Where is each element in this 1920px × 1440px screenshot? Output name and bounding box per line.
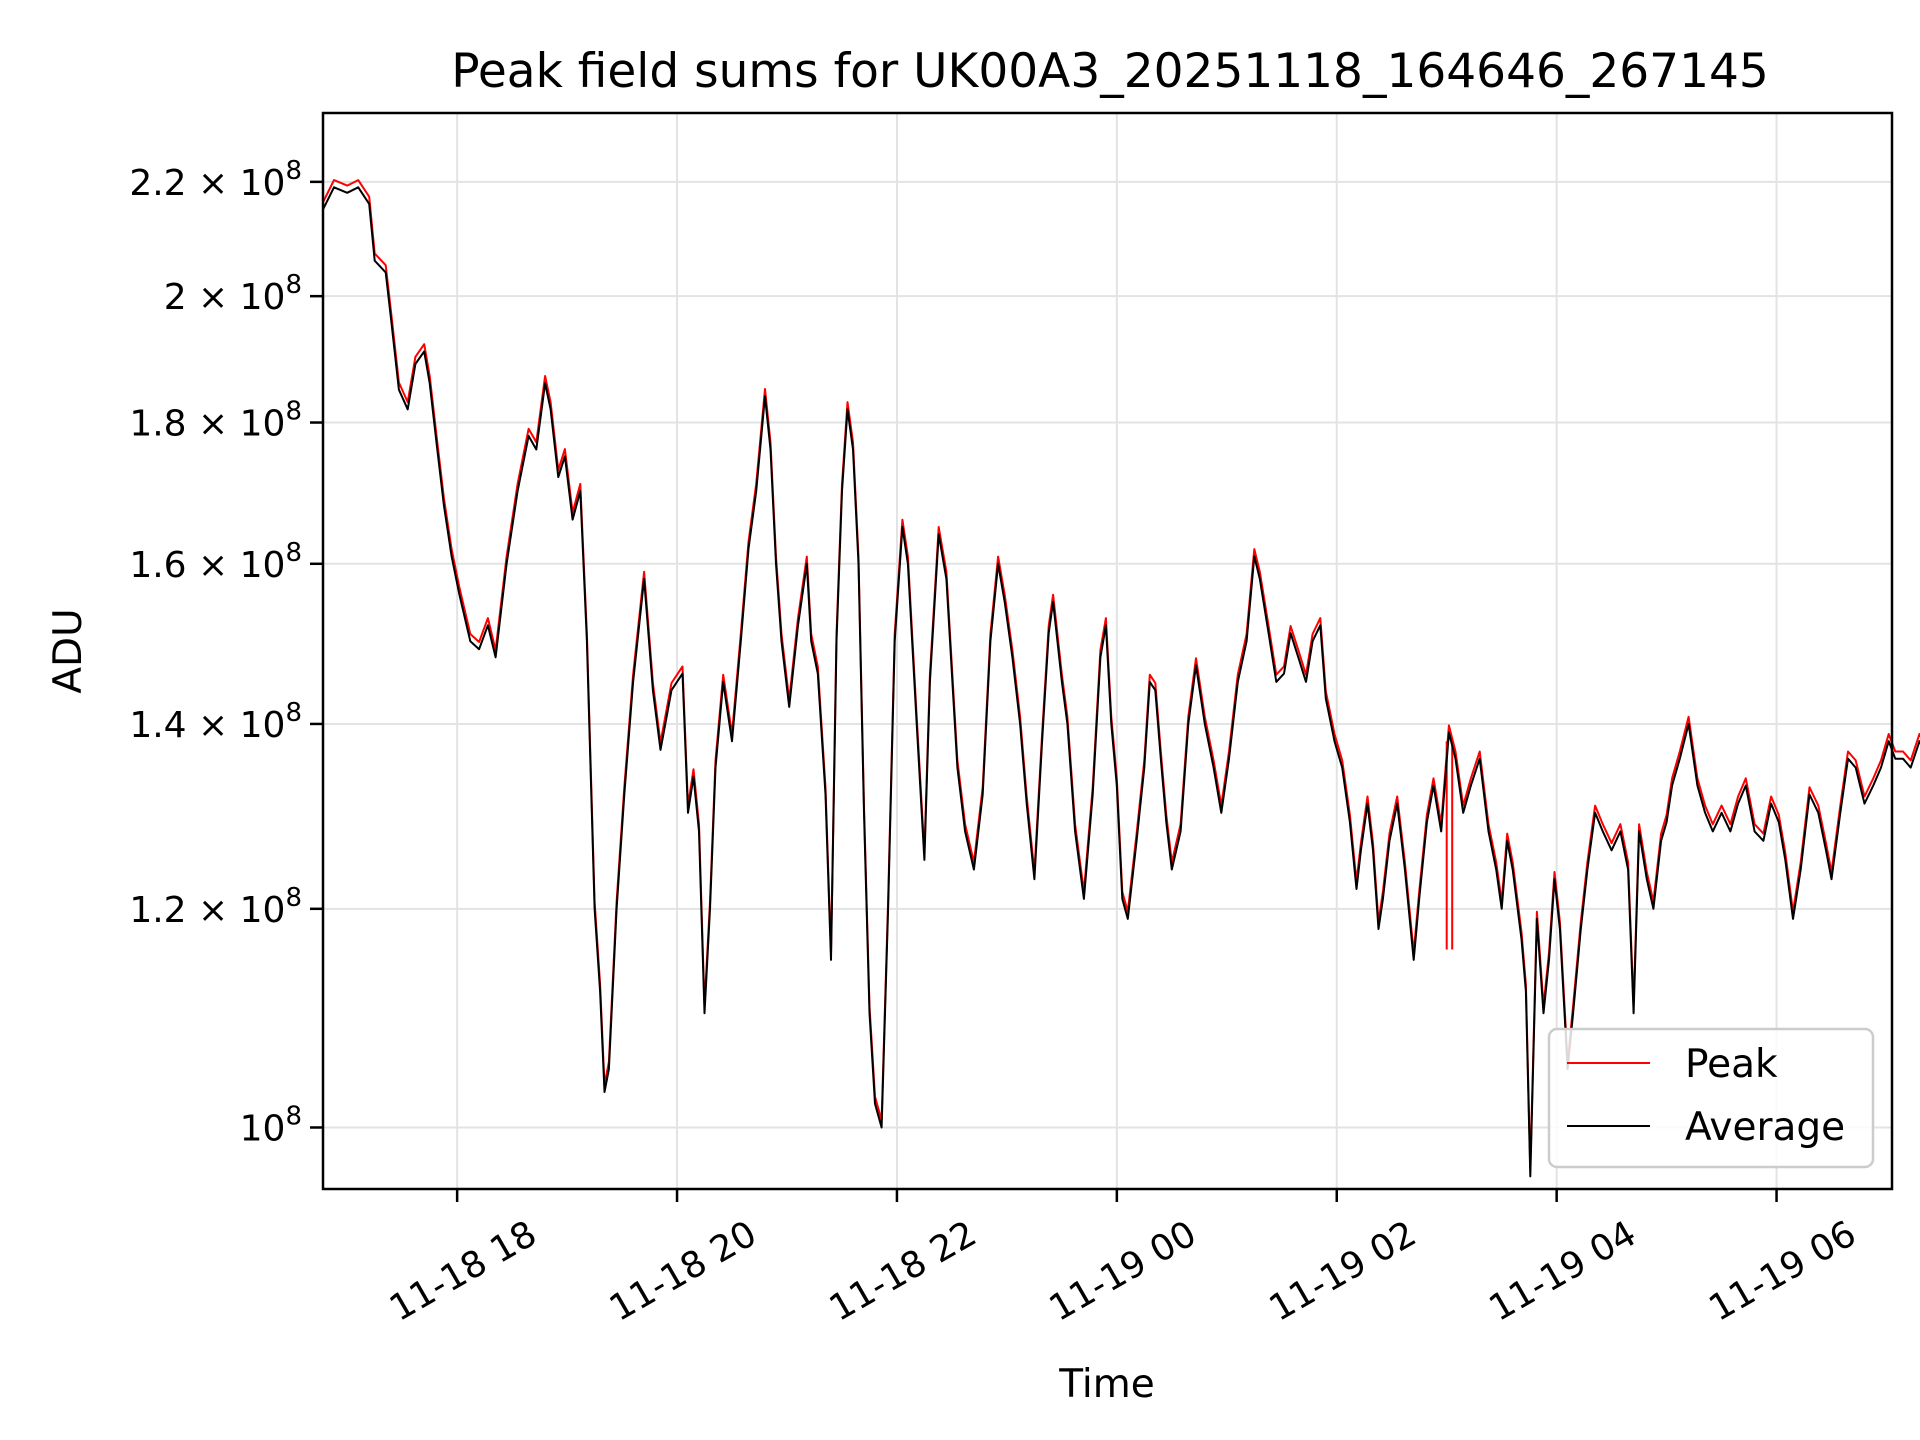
grid xyxy=(323,113,1892,1189)
chart-title: Peak field sums for UK00A3_20251118_1646… xyxy=(451,44,1769,99)
legend-average-label: Average xyxy=(1685,1105,1845,1150)
legend: Peak Average xyxy=(1547,1027,1875,1169)
series-layer xyxy=(322,179,1920,1178)
y-tick-label: 1.2 × 108 xyxy=(129,883,302,931)
y-tick-label: 1.6 × 108 xyxy=(129,538,302,586)
legend-peak-label: Peak xyxy=(1685,1042,1778,1087)
plot-frame xyxy=(321,111,1894,1191)
y-tick-label: 2 × 108 xyxy=(164,270,302,318)
y-tick-label: 1.4 × 108 xyxy=(129,698,302,746)
x-axis-label: Time xyxy=(1058,1362,1154,1407)
series-line-average xyxy=(322,186,1920,1178)
y-tick-label: 1.8 × 108 xyxy=(129,397,302,445)
y-tick-label: 2.2 × 108 xyxy=(129,156,302,204)
y-axis-label: ADU xyxy=(46,608,91,693)
